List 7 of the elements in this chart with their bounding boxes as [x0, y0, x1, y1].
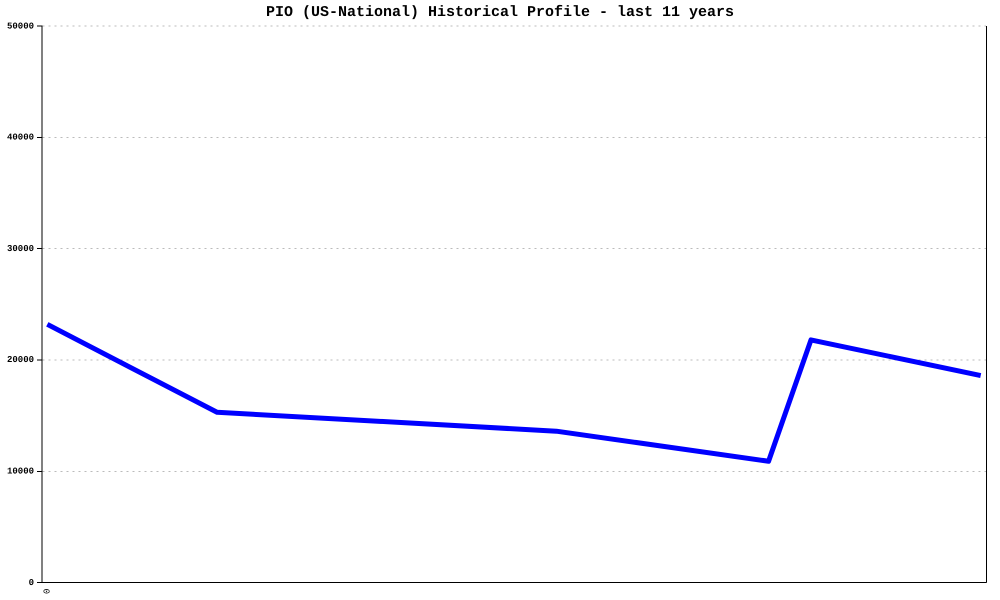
- y-tick-label: 40000: [6, 132, 34, 143]
- y-tick-label: 50000: [6, 21, 34, 32]
- y-tick-label: 0: [28, 578, 34, 588]
- y-tick-label: 10000: [6, 466, 34, 477]
- chart-title: PIO (US-National) Historical Profile - last 11 years: [264, 4, 736, 21]
- y-tick-label: 30000: [6, 244, 34, 254]
- y-tick-label: 20000: [6, 355, 34, 366]
